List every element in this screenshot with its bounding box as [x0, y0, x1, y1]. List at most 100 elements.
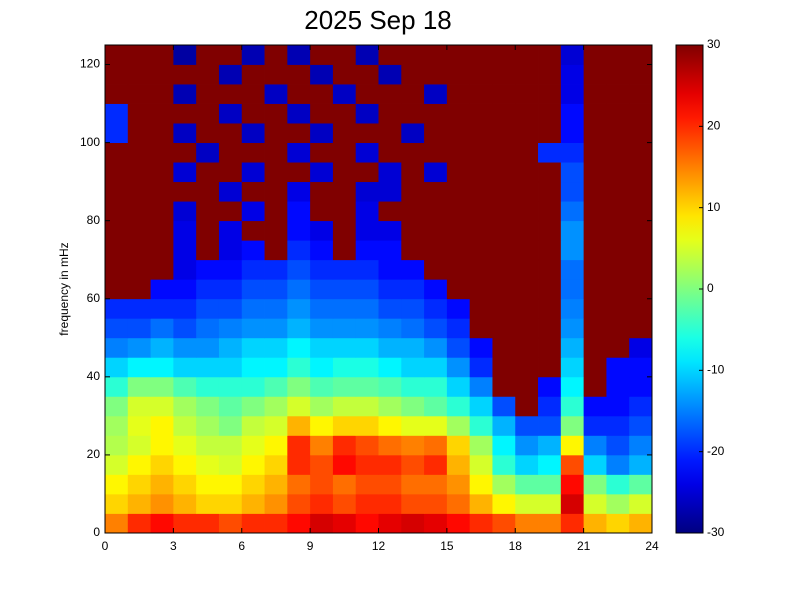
- heatmap-cell: [446, 396, 471, 417]
- heatmap-cell: [378, 181, 402, 202]
- heatmap-cell: [606, 396, 630, 417]
- heatmap-cell: [218, 220, 243, 241]
- heatmap-cell: [287, 318, 311, 339]
- heatmap-cell: [105, 415, 129, 436]
- heatmap-cell: [492, 103, 516, 124]
- heatmap-cell: [355, 162, 379, 183]
- heatmap-cell: [287, 181, 311, 202]
- heatmap-cell: [424, 142, 448, 163]
- heatmap-cell: [629, 45, 653, 65]
- heatmap-cell: [378, 279, 402, 300]
- heatmap-cell: [332, 45, 357, 65]
- heatmap-cell: [241, 298, 265, 319]
- heatmap-cell: [515, 240, 539, 261]
- heatmap-cell: [446, 64, 471, 85]
- heatmap-cell: [492, 396, 516, 417]
- heatmap-cell: [401, 123, 425, 143]
- heatmap-cell: [287, 201, 311, 222]
- heatmap-cell: [538, 337, 562, 358]
- y-tick-label: 20: [87, 447, 101, 461]
- heatmap-cell: [173, 513, 197, 534]
- heatmap-cell: [105, 493, 129, 514]
- heatmap-cell: [287, 45, 311, 65]
- heatmap-cell: [446, 84, 471, 104]
- heatmap-cell: [196, 279, 220, 300]
- heatmap-cell: [218, 123, 243, 143]
- heatmap-cell: [105, 298, 129, 319]
- heatmap-cell: [241, 435, 265, 456]
- heatmap-cell: [355, 45, 379, 65]
- heatmap-cell: [469, 259, 493, 280]
- heatmap-cell: [401, 45, 425, 65]
- heatmap-cell: [332, 64, 357, 85]
- heatmap-cell: [196, 337, 220, 358]
- heatmap-cell: [127, 474, 151, 495]
- heatmap-cell: [378, 376, 402, 397]
- heatmap-cell: [332, 435, 357, 456]
- heatmap-cell: [560, 84, 585, 104]
- heatmap-cell: [310, 454, 334, 475]
- heatmap-cell: [173, 318, 197, 339]
- heatmap-cell: [492, 298, 516, 319]
- heatmap-cell: [196, 123, 220, 143]
- heatmap-cell: [446, 279, 471, 300]
- heatmap-cell: [264, 318, 288, 339]
- heatmap-cell: [401, 376, 425, 397]
- heatmap-cell: [401, 103, 425, 124]
- heatmap-cell: [150, 396, 174, 417]
- heatmap-cell: [264, 45, 288, 65]
- heatmap-cell: [606, 337, 630, 358]
- heatmap-cell: [469, 123, 493, 143]
- heatmap-cell: [332, 279, 357, 300]
- heatmap-cell: [105, 181, 129, 202]
- heatmap-cell: [424, 298, 448, 319]
- heatmap-cell: [310, 279, 334, 300]
- x-tick-label: 0: [102, 539, 109, 553]
- heatmap-cell: [469, 181, 493, 202]
- heatmap-cell: [241, 415, 265, 436]
- heatmap-cell: [469, 474, 493, 495]
- heatmap-cell: [287, 513, 311, 534]
- heatmap-cell: [492, 64, 516, 85]
- heatmap-cell: [606, 201, 630, 222]
- heatmap-cell: [378, 357, 402, 378]
- heatmap-cell: [606, 123, 630, 143]
- heatmap-cell: [355, 318, 379, 339]
- heatmap-cell: [173, 84, 197, 104]
- heatmap-cell: [150, 513, 174, 534]
- heatmap-cell: [127, 84, 151, 104]
- heatmap-cell: [560, 396, 585, 417]
- heatmap-cell: [469, 376, 493, 397]
- heatmap-cell: [196, 259, 220, 280]
- heatmap-cell: [332, 376, 357, 397]
- heatmap-cell: [401, 415, 425, 436]
- heatmap-cell: [446, 103, 471, 124]
- y-tick-label: 100: [80, 135, 100, 149]
- heatmap-cell: [241, 454, 265, 475]
- heatmap-cell: [446, 337, 471, 358]
- heatmap-cell: [127, 415, 151, 436]
- heatmap-cell: [332, 454, 357, 475]
- heatmap-cell: [492, 493, 516, 514]
- heatmap-cell: [583, 123, 607, 143]
- heatmap-cell: [492, 337, 516, 358]
- heatmap-cell: [446, 454, 471, 475]
- heatmap-cell: [469, 220, 493, 241]
- heatmap-cell: [264, 240, 288, 261]
- heatmap-cell: [629, 376, 653, 397]
- heatmap-cell: [401, 162, 425, 183]
- heatmap-cell: [173, 259, 197, 280]
- heatmap-cell: [378, 240, 402, 261]
- heatmap-cell: [492, 415, 516, 436]
- heatmap-cell: [424, 123, 448, 143]
- heatmap-cell: [127, 376, 151, 397]
- heatmap-cell: [515, 259, 539, 280]
- heatmap-cell: [606, 454, 630, 475]
- heatmap-cell: [332, 240, 357, 261]
- heatmap-cell: [332, 396, 357, 417]
- heatmap-cell: [127, 162, 151, 183]
- heatmap-cell: [560, 123, 585, 143]
- heatmap-cell: [378, 162, 402, 183]
- heatmap-cell: [492, 142, 516, 163]
- heatmap-cell: [105, 64, 129, 85]
